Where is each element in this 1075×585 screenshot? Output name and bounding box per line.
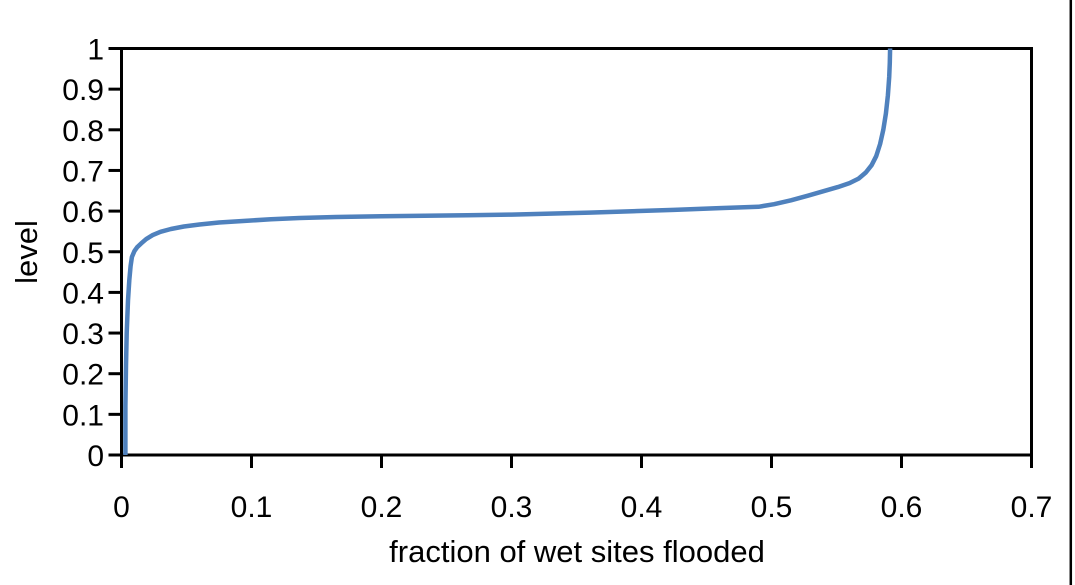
tick-label: 0.4 [62, 277, 104, 310]
tick-label: 0.3 [491, 491, 533, 524]
x-axis-ticks: 0 0.1 0.2 0.3 0.4 0.5 0.6 0.7 [113, 456, 1053, 524]
tick-label: 0.6 [62, 196, 104, 229]
tick-label: 0.7 [1011, 491, 1053, 524]
tick-label: 0.3 [62, 318, 104, 351]
tick-label: 0.7 [62, 155, 104, 188]
tick-label: 0.8 [62, 115, 104, 148]
tick-label: 0.1 [62, 399, 104, 432]
tick-label: 0.4 [621, 491, 663, 524]
tick-label: 0.2 [62, 359, 104, 392]
y-axis-ticks: 0 0.1 0.2 0.3 0.4 0.5 0.6 0.7 0.8 0.9 1 [62, 34, 120, 473]
tick-label: 0.6 [881, 491, 923, 524]
series-line [123, 48, 893, 455]
tick-label: 1 [87, 34, 104, 67]
tick-label: 0.2 [361, 491, 403, 524]
tick-label: 0 [113, 491, 130, 524]
y-axis-title: level [9, 220, 44, 284]
tick-label: 0.1 [231, 491, 273, 524]
tick-label: 0.5 [62, 237, 104, 270]
tick-label: 0.9 [62, 74, 104, 107]
tick-label: 0 [87, 440, 104, 473]
x-axis-title: fraction of wet sites flooded [389, 534, 765, 569]
tick-label: 0.5 [751, 491, 793, 524]
plot-border [120, 47, 1033, 457]
